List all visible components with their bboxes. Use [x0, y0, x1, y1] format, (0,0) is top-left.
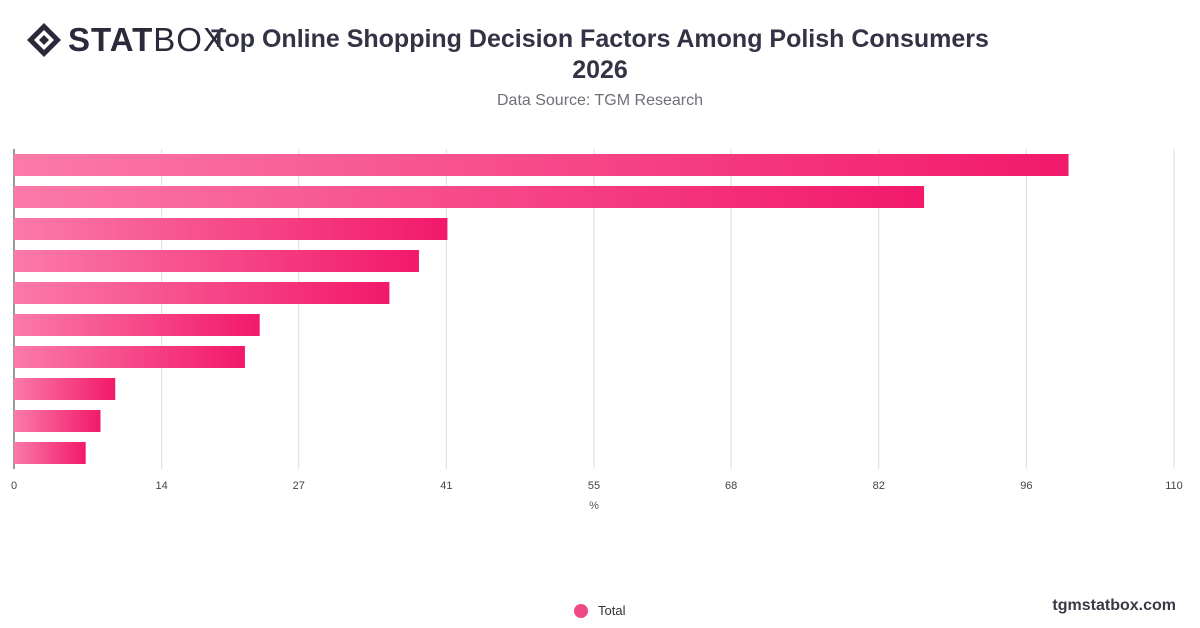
x-tick-label: 41 — [440, 480, 452, 492]
x-tick-label: 0 — [11, 480, 17, 492]
legend-label-total: Total — [598, 603, 626, 618]
bar[interactable] — [14, 154, 1069, 176]
chart-subtitle: Data Source: TGM Research — [496, 92, 703, 109]
bar-chart: 0 14 27 41 55 68 82 96 110 % — [11, 149, 1183, 512]
legend[interactable]: Total — [574, 603, 625, 618]
bar[interactable] — [14, 218, 448, 240]
bar[interactable] — [14, 346, 245, 368]
x-tick-label: 96 — [1020, 480, 1032, 492]
bar[interactable] — [14, 282, 390, 304]
x-axis-label: % — [589, 500, 599, 512]
x-tick-label: 55 — [588, 480, 600, 492]
x-tick-label: 27 — [293, 480, 305, 492]
bar[interactable] — [14, 314, 260, 336]
bar[interactable] — [14, 410, 101, 432]
legend-swatch — [574, 603, 588, 618]
logo-light-text: BOX — [153, 21, 226, 58]
x-tick-label: 110 — [1165, 480, 1183, 492]
watermark: tgmstatbox.com — [1052, 597, 1176, 614]
x-tick-label: 82 — [873, 480, 885, 492]
logo-wordmark: STATBOX — [68, 22, 226, 58]
x-axis-ticks: 0 14 27 41 55 68 82 96 110 — [11, 480, 1183, 492]
logo-bold-text: STAT — [68, 21, 154, 58]
bar[interactable] — [14, 442, 86, 464]
bars — [14, 154, 1069, 464]
bar[interactable] — [14, 378, 116, 400]
x-tick-label: 14 — [156, 480, 168, 492]
bar[interactable] — [14, 186, 925, 208]
diamond-logo-icon — [27, 23, 61, 57]
statbox-logo: STATBOX — [26, 22, 226, 58]
x-tick-label: 68 — [725, 480, 737, 492]
bar[interactable] — [14, 250, 419, 272]
chart-title: Top Online Shopping Decision Factors Amo… — [211, 25, 989, 84]
